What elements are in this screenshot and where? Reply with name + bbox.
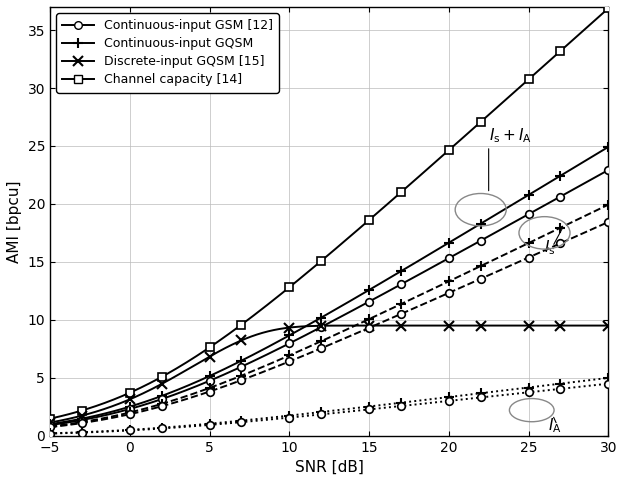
Legend: Continuous-input GSM [12], Continuous-input GQSM, Discrete-input GQSM [15], Chan: Continuous-input GSM [12], Continuous-in…: [56, 13, 279, 93]
Text: $I_\mathrm{s} + I_\mathrm{A}$: $I_\mathrm{s} + I_\mathrm{A}$: [489, 126, 532, 145]
Text: $I_\mathrm{s}$: $I_\mathrm{s}$: [545, 239, 556, 257]
Y-axis label: AMI [bpcu]: AMI [bpcu]: [7, 180, 22, 263]
X-axis label: SNR [dB]: SNR [dB]: [295, 460, 364, 475]
Text: $I_\mathrm{A}$: $I_\mathrm{A}$: [548, 416, 562, 435]
